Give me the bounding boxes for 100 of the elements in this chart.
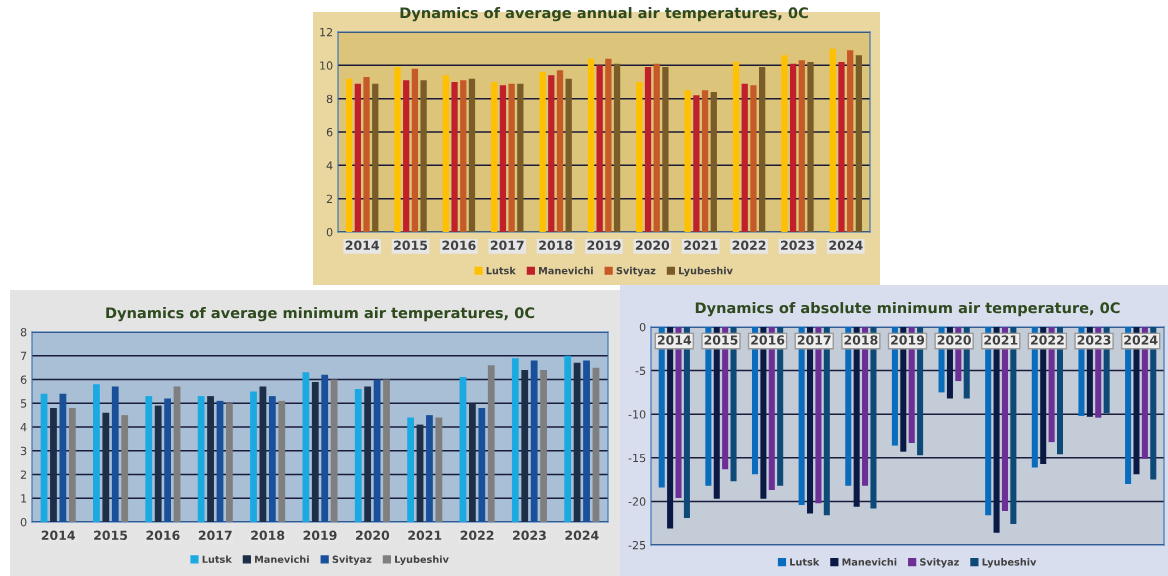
legend-label: Lutsk xyxy=(486,266,516,275)
y-tick-label: 0 xyxy=(326,227,333,237)
x-tick-label: 2017 xyxy=(490,240,524,251)
bar xyxy=(732,62,740,232)
bar xyxy=(587,58,595,232)
x-tick-label: 2024 xyxy=(1124,335,1158,345)
y-tick-label: 2 xyxy=(20,470,27,479)
bar xyxy=(407,417,414,522)
bar xyxy=(798,60,805,232)
bar xyxy=(460,80,467,232)
bar xyxy=(530,360,538,522)
bar xyxy=(345,78,353,232)
bar xyxy=(517,83,524,232)
x-tick-label: 2021 xyxy=(984,335,1018,345)
legend-label: Lyubeshiv xyxy=(982,558,1037,568)
x-tick-label: 2016 xyxy=(751,335,785,345)
bar xyxy=(302,372,310,522)
y-tick-label: 7 xyxy=(20,351,27,360)
bar xyxy=(411,68,419,232)
legend-label: Svityaz xyxy=(920,558,959,568)
bar xyxy=(596,65,603,232)
x-tick-label: 2021 xyxy=(684,240,718,251)
bar xyxy=(759,67,766,232)
bar xyxy=(653,63,660,232)
bar xyxy=(50,408,57,522)
x-tick-label: 2021 xyxy=(408,530,442,541)
bar xyxy=(468,78,476,232)
bar xyxy=(662,67,669,232)
bar xyxy=(829,48,836,232)
x-tick-label: 2019 xyxy=(587,240,621,251)
bar xyxy=(403,80,410,232)
y-tick-label: -10 xyxy=(628,410,646,419)
bar xyxy=(145,396,153,522)
x-tick-label: 2019 xyxy=(891,335,925,345)
bar xyxy=(613,63,621,232)
bar xyxy=(583,360,590,522)
bar xyxy=(354,389,362,522)
bar xyxy=(93,384,100,522)
bar xyxy=(487,365,495,522)
x-tick-label: 2022 xyxy=(460,530,494,541)
x-tick-label: 2016 xyxy=(442,240,476,251)
x-tick-label: 2022 xyxy=(732,240,766,251)
bar xyxy=(363,77,370,232)
x-tick-label: 2015 xyxy=(94,530,128,541)
legend-label: Lutsk xyxy=(202,555,232,563)
bar xyxy=(508,83,515,232)
y-tick-label: 6 xyxy=(20,375,27,384)
bar xyxy=(750,85,757,232)
y-tick-label: 4 xyxy=(326,161,333,170)
bar xyxy=(565,78,572,232)
x-tick-label: 2014 xyxy=(657,335,692,345)
chart-title: Dynamics of average annual air temperatures, 0C xyxy=(400,7,808,22)
bar xyxy=(807,62,814,232)
x-tick-label: 2018 xyxy=(844,335,878,345)
y-tick-label: -15 xyxy=(628,453,646,463)
y-tick-label: 0 xyxy=(639,322,646,332)
bar xyxy=(741,83,748,232)
bar xyxy=(435,417,443,522)
x-tick-label: 2020 xyxy=(937,335,971,345)
bar xyxy=(548,75,555,232)
bar xyxy=(354,83,361,232)
bar xyxy=(426,415,433,522)
bar xyxy=(540,370,547,522)
bar xyxy=(539,72,546,232)
x-tick-label: 2014 xyxy=(41,530,75,541)
x-tick-label: 2024 xyxy=(829,240,863,251)
legend-label: Lutsk xyxy=(790,558,820,566)
x-tick-label: 2014 xyxy=(345,240,379,251)
y-tick-label: -25 xyxy=(628,540,646,550)
y-tick-label: 5 xyxy=(20,399,27,408)
x-tick-label: 2015 xyxy=(704,335,738,345)
bar xyxy=(781,55,788,232)
bar xyxy=(394,67,401,232)
bar xyxy=(644,67,652,232)
bar xyxy=(789,63,797,232)
y-tick-label: 8 xyxy=(20,327,27,337)
bar xyxy=(710,92,717,232)
y-tick-label: 10 xyxy=(320,61,333,70)
y-tick-label: 8 xyxy=(326,94,333,104)
bar xyxy=(478,408,486,522)
y-tick-label: 1 xyxy=(21,494,27,503)
bar xyxy=(847,50,854,232)
x-tick-label: 2023 xyxy=(513,530,546,541)
x-tick-label: 2019 xyxy=(303,530,337,541)
x-tick-label: 2018 xyxy=(251,530,285,541)
y-tick-label: -5 xyxy=(635,366,646,375)
bar xyxy=(499,85,507,232)
legend-label: Manevichi xyxy=(842,558,897,566)
legend-label: Lyubeshiv xyxy=(395,555,449,565)
bar xyxy=(111,386,119,522)
bar xyxy=(556,70,564,232)
bar xyxy=(364,386,372,522)
bar xyxy=(684,90,691,232)
bar xyxy=(564,355,572,522)
bar xyxy=(511,358,519,522)
y-tick-label: 0 xyxy=(20,517,27,527)
bar xyxy=(68,408,76,522)
bar xyxy=(154,405,162,522)
bar xyxy=(372,83,379,232)
bar xyxy=(268,396,276,522)
